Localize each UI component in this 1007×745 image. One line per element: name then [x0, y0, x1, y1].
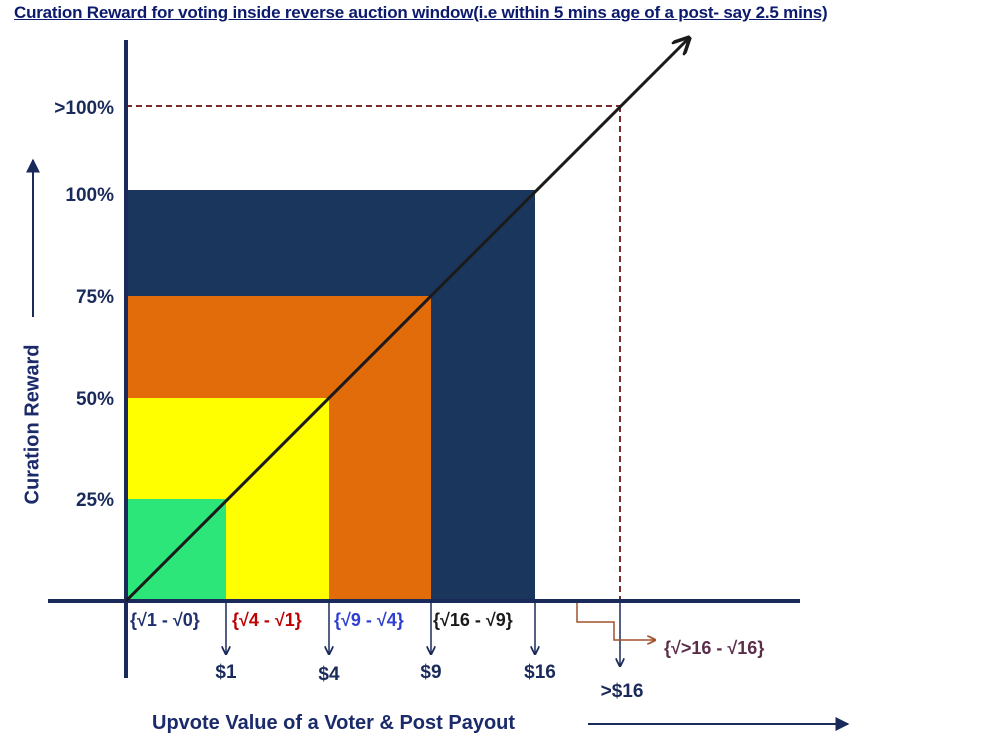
- y-tick-gt100: >100%: [54, 98, 114, 119]
- y-tick-100: 100%: [65, 185, 114, 206]
- bracket-label-5: {√>16 - √16}: [664, 638, 765, 658]
- x-value-16: $16: [524, 662, 556, 683]
- y-tick-50: 50%: [75, 389, 114, 410]
- bracket-label-4: {√16 - √9}: [433, 610, 513, 630]
- bracket-label-2: {√4 - √1}: [232, 610, 302, 630]
- y-tick-25: 25%: [75, 490, 114, 511]
- diagonal-arrow: [124, 38, 689, 603]
- x-value-1: $1: [215, 662, 237, 683]
- x-axis-label: Upvote Value of a Voter & Post Payout: [152, 712, 516, 734]
- brown-pointer-arrow: [576, 603, 655, 640]
- x-value-gt16: >$16: [600, 681, 644, 702]
- y-tick-75: 75%: [75, 287, 114, 308]
- y-axis-label: Curation Reward: [21, 344, 44, 505]
- bracket-label-3: {√9 - √4}: [334, 610, 404, 630]
- bracket-label-1: {√1 - √0}: [130, 610, 200, 630]
- x-value-4: $4: [318, 664, 340, 685]
- diagram-title: Curation Reward for voting inside revers…: [14, 3, 828, 22]
- x-value-9: $9: [420, 662, 442, 683]
